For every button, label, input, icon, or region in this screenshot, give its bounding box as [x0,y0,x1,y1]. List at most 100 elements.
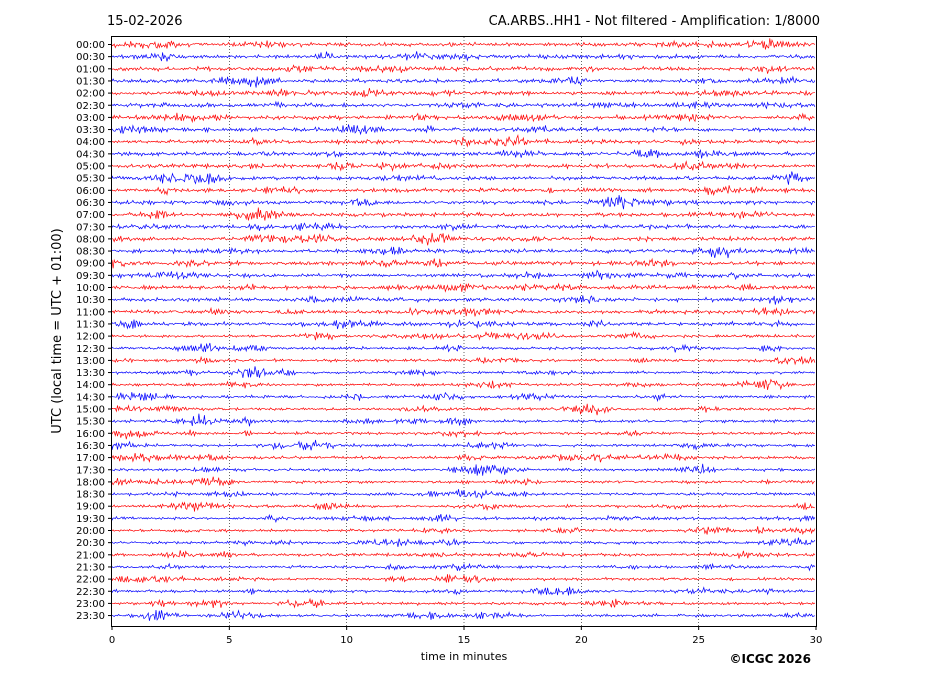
y-tick-label-21:00: 21:00 [76,550,105,561]
trace-14:30 [111,391,815,403]
trace-00:00 [111,38,816,50]
y-tick-label-05:00: 05:00 [76,162,105,173]
y-tick-label-13:30: 13:30 [76,368,105,379]
trace-09:00 [111,257,816,269]
y-tick-label-18:30: 18:30 [76,490,105,501]
trace-12:00 [111,330,816,341]
trace-19:30 [111,513,816,523]
trace-06:30 [111,194,816,210]
x-tick-group: 0 5 10 15 20 25 30 [109,626,823,646]
trace-11:00 [111,306,816,317]
y-tick-label-22:30: 22:30 [76,587,105,598]
y-tick-label-12:30: 12:30 [76,344,105,355]
y-tick-label-22:00: 22:00 [76,575,105,586]
y-tick-label-09:00: 09:00 [76,259,105,270]
y-tick-label-04:00: 04:00 [76,137,105,148]
trace-18:00 [111,476,816,487]
y-tick-label-17:00: 17:00 [76,453,105,464]
trace-15:00 [111,403,815,416]
trace-17:00 [111,452,816,463]
y-tick-label-16:00: 16:00 [76,429,105,440]
y-tick-label-07:00: 07:00 [76,210,105,221]
y-tick-label-15:00: 15:00 [76,405,105,416]
y-tick-label-01:30: 01:30 [76,76,105,87]
trace-03:00 [111,112,815,124]
trace-group [111,38,816,621]
y-tick-label-21:30: 21:30 [76,562,105,573]
trace-16:00 [111,429,816,440]
y-tick-label-10:00: 10:00 [76,283,105,294]
y-tick-label-02:00: 02:00 [76,89,105,100]
y-tick-label-00:30: 00:30 [76,52,105,63]
y-axis-label: UTC (local time = UTC + 01:00) [50,228,65,433]
chart-station-title: CA.ARBS..HH1 - Not filtered - Amplificat… [489,14,820,29]
trace-17:30 [111,463,816,476]
y-tick-label-08:00: 08:00 [76,234,105,245]
x-tick-label-25: 25 [692,635,705,646]
y-tick-label-00:00: 00:00 [76,40,105,51]
trace-02:30 [111,100,816,110]
y-tick-label-15:30: 15:30 [76,417,105,428]
trace-01:30 [111,75,816,88]
y-tick-label-06:00: 06:00 [76,186,105,197]
y-tick-label-11:00: 11:00 [76,307,105,318]
trace-03:30 [111,124,816,136]
y-tick-label-10:30: 10:30 [76,295,105,306]
trace-23:00 [111,597,816,609]
y-tick-label-23:30: 23:30 [76,611,105,622]
y-tick-label-03:00: 03:00 [76,113,105,124]
trace-08:00 [111,232,815,246]
trace-21:30 [111,562,816,572]
trace-23:30 [111,609,816,621]
x-axis-label: time in minutes [421,650,508,663]
trace-05:00 [111,160,816,172]
trace-10:30 [111,295,816,305]
x-tick-label-10: 10 [340,635,353,646]
x-tick-label-5: 5 [226,635,232,646]
y-tick-label-09:30: 09:30 [76,271,105,282]
y-tick-label-14:00: 14:00 [76,380,105,391]
trace-07:00 [111,207,816,221]
trace-22:30 [111,586,816,596]
y-tick-label-14:30: 14:30 [76,392,105,403]
y-tick-label-16:30: 16:30 [76,441,105,452]
trace-11:30 [111,319,816,330]
trace-14:00 [111,378,816,391]
y-tick-label-23:00: 23:00 [76,599,105,610]
trace-15:30 [111,413,816,427]
y-tick-label-20:00: 20:00 [76,526,105,537]
x-tick-label-15: 15 [458,635,471,646]
trace-00:30 [111,51,816,62]
trace-13:00 [111,355,816,366]
y-tick-label-04:30: 04:30 [76,149,105,160]
y-tick-label-20:30: 20:30 [76,538,105,549]
x-tick-label-0: 0 [109,635,115,646]
y-tick-label-11:30: 11:30 [76,319,105,330]
y-tick-label-17:30: 17:30 [76,465,105,476]
vertical-gridlines [229,37,699,626]
y-tick-label-19:30: 19:30 [76,514,105,525]
trace-01:00 [111,64,815,74]
trace-16:30 [111,439,815,451]
y-tick-label-13:00: 13:00 [76,356,105,367]
trace-13:30 [111,366,816,378]
chart-date-title: 15-02-2026 [107,14,183,29]
y-tick-label-08:30: 08:30 [76,247,105,258]
trace-18:30 [111,489,816,500]
trace-09:30 [111,269,816,281]
y-tick-label-19:00: 19:00 [76,502,105,513]
plot-frame [111,36,817,627]
trace-05:30 [111,171,816,185]
x-tick-label-30: 30 [810,635,823,646]
trace-12:30 [111,342,816,353]
y-tick-label-05:30: 05:30 [76,174,105,185]
trace-22:00 [111,573,816,584]
y-tick-label-01:00: 01:00 [76,64,105,75]
trace-19:00 [111,501,815,512]
x-tick-label-20: 20 [575,635,588,646]
y-tick-label-12:00: 12:00 [76,332,105,343]
copyright-label: ©ICGC 2026 [729,652,811,666]
trace-20:00 [111,526,816,535]
y-tick-label-18:00: 18:00 [76,477,105,488]
